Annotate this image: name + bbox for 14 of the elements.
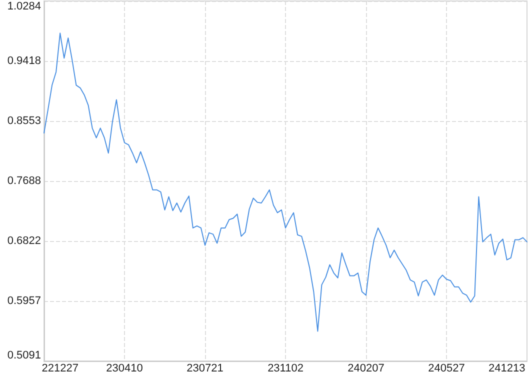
y-tick-label: 1.0284: [7, 0, 41, 12]
x-tick-label: 221227: [42, 362, 78, 374]
y-tick-label: 0.7688: [7, 174, 41, 187]
y-tick-label: 0.5091: [7, 350, 41, 362]
x-tick-label: 231102: [268, 362, 304, 374]
y-tick-label: 0.6822: [7, 235, 41, 247]
x-tick-label: 241213: [488, 362, 526, 374]
x-tick-label: 240527: [428, 362, 465, 374]
x-tick-label: 230410: [106, 362, 143, 374]
x-tick-label: 240207: [348, 362, 384, 374]
y-tick-label: 0.5957: [7, 294, 41, 307]
y-tick-label: 0.9418: [7, 55, 41, 68]
x-tick-label: 230721: [186, 362, 224, 374]
y-tick-label: 0.8553: [7, 115, 41, 127]
